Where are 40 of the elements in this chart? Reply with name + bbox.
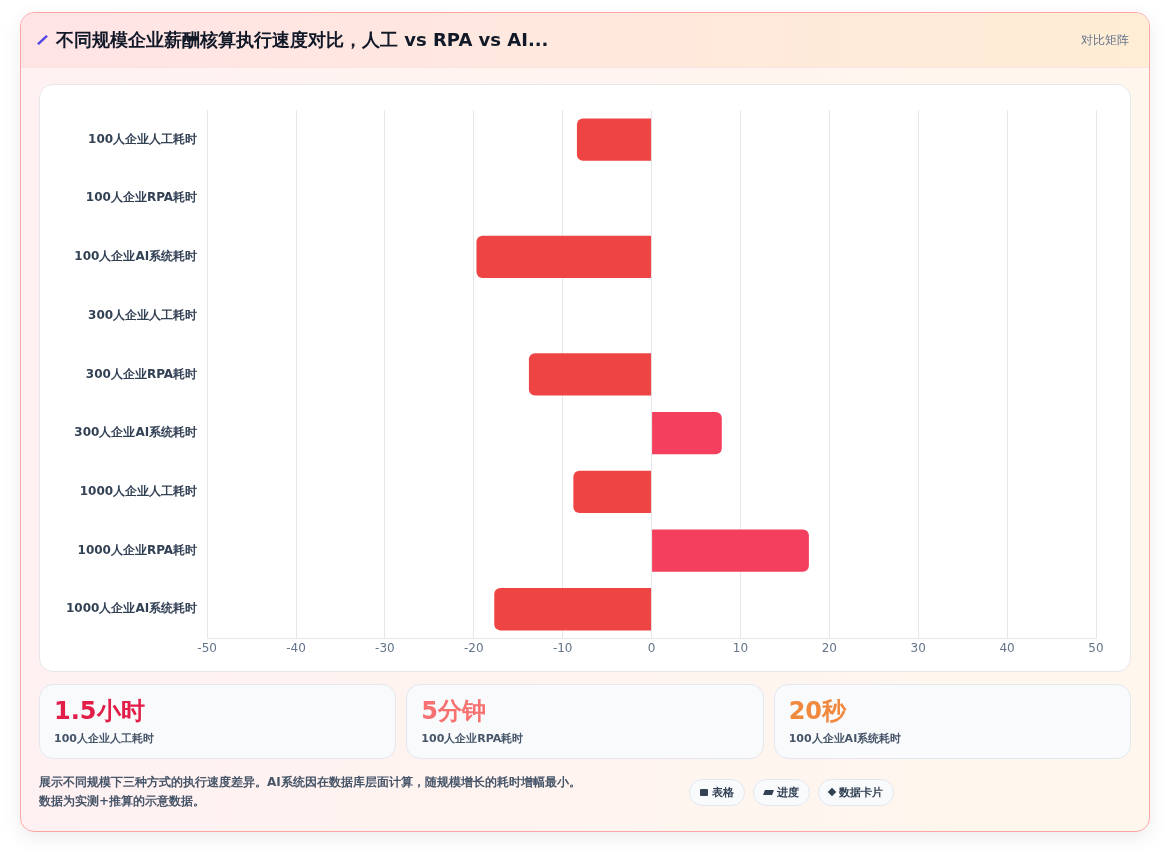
x-tick-label: 30 <box>910 640 926 655</box>
x-tick-label: 20 <box>821 640 837 655</box>
y-tick-label: 300人企业人工耗时 <box>88 307 198 322</box>
chart-title: 不同规模企业薪酬核算执行速度对比，人工 vs RPA vs AI... <box>56 28 549 52</box>
x-tick-label: 40 <box>999 640 1015 655</box>
text: 数据为实测+推算的示意数据。 <box>39 793 207 810</box>
text: 数据卡片 <box>818 778 894 806</box>
text: 展示不同规模下三种方式的执行速度差异。AI系统因在数据库层面计算，随规模增长的耗时增幅最小。 <box>39 774 582 791</box>
bar <box>573 470 652 513</box>
x-tick-label: -10 <box>552 640 573 655</box>
bar <box>652 529 809 572</box>
y-tick-label: 1000人企业RPA耗时 <box>77 542 198 557</box>
bar <box>576 118 652 161</box>
bar <box>528 353 652 396</box>
x-tick-label: 0 <box>647 640 656 655</box>
y-tick-label: 100人企业RPA耗时 <box>85 190 198 205</box>
bar <box>494 588 652 631</box>
text: 对比矩阵 <box>1081 31 1129 49</box>
x-tick-label: 50 <box>1088 640 1104 655</box>
y-tick-label: 1000人企业人工耗时 <box>79 483 198 498</box>
y-tick-label: 300人企业AI系统耗时 <box>74 425 198 440</box>
text: 1.5小时 <box>54 697 145 725</box>
x-tick-label: -40 <box>286 640 306 655</box>
bar <box>476 235 652 279</box>
x-tick-label: -20 <box>464 640 484 655</box>
bar <box>652 411 722 455</box>
x-tick-label: -50 <box>197 640 217 655</box>
y-tick-label: 100人企业人工耗时 <box>88 131 198 146</box>
y-tick-label: 300人企业RPA耗时 <box>85 366 198 381</box>
x-tick-label: -30 <box>375 640 395 655</box>
text: 20秒 <box>788 697 847 725</box>
text: 表格 <box>689 778 745 806</box>
x-tick-label: 10 <box>732 640 749 655</box>
category-label: 100人企业人工耗时 <box>54 731 155 746</box>
category-label: 100人企业RPA耗时 <box>421 731 525 746</box>
category-label: 100人企业AI系统耗时 <box>788 731 903 746</box>
y-tick-label: 1000人企业AI系统耗时 <box>65 601 198 616</box>
y-tick-label: 100人企业AI系统耗时 <box>74 249 198 264</box>
text: 进度 <box>753 778 810 806</box>
text: 5分钟 <box>421 697 487 725</box>
